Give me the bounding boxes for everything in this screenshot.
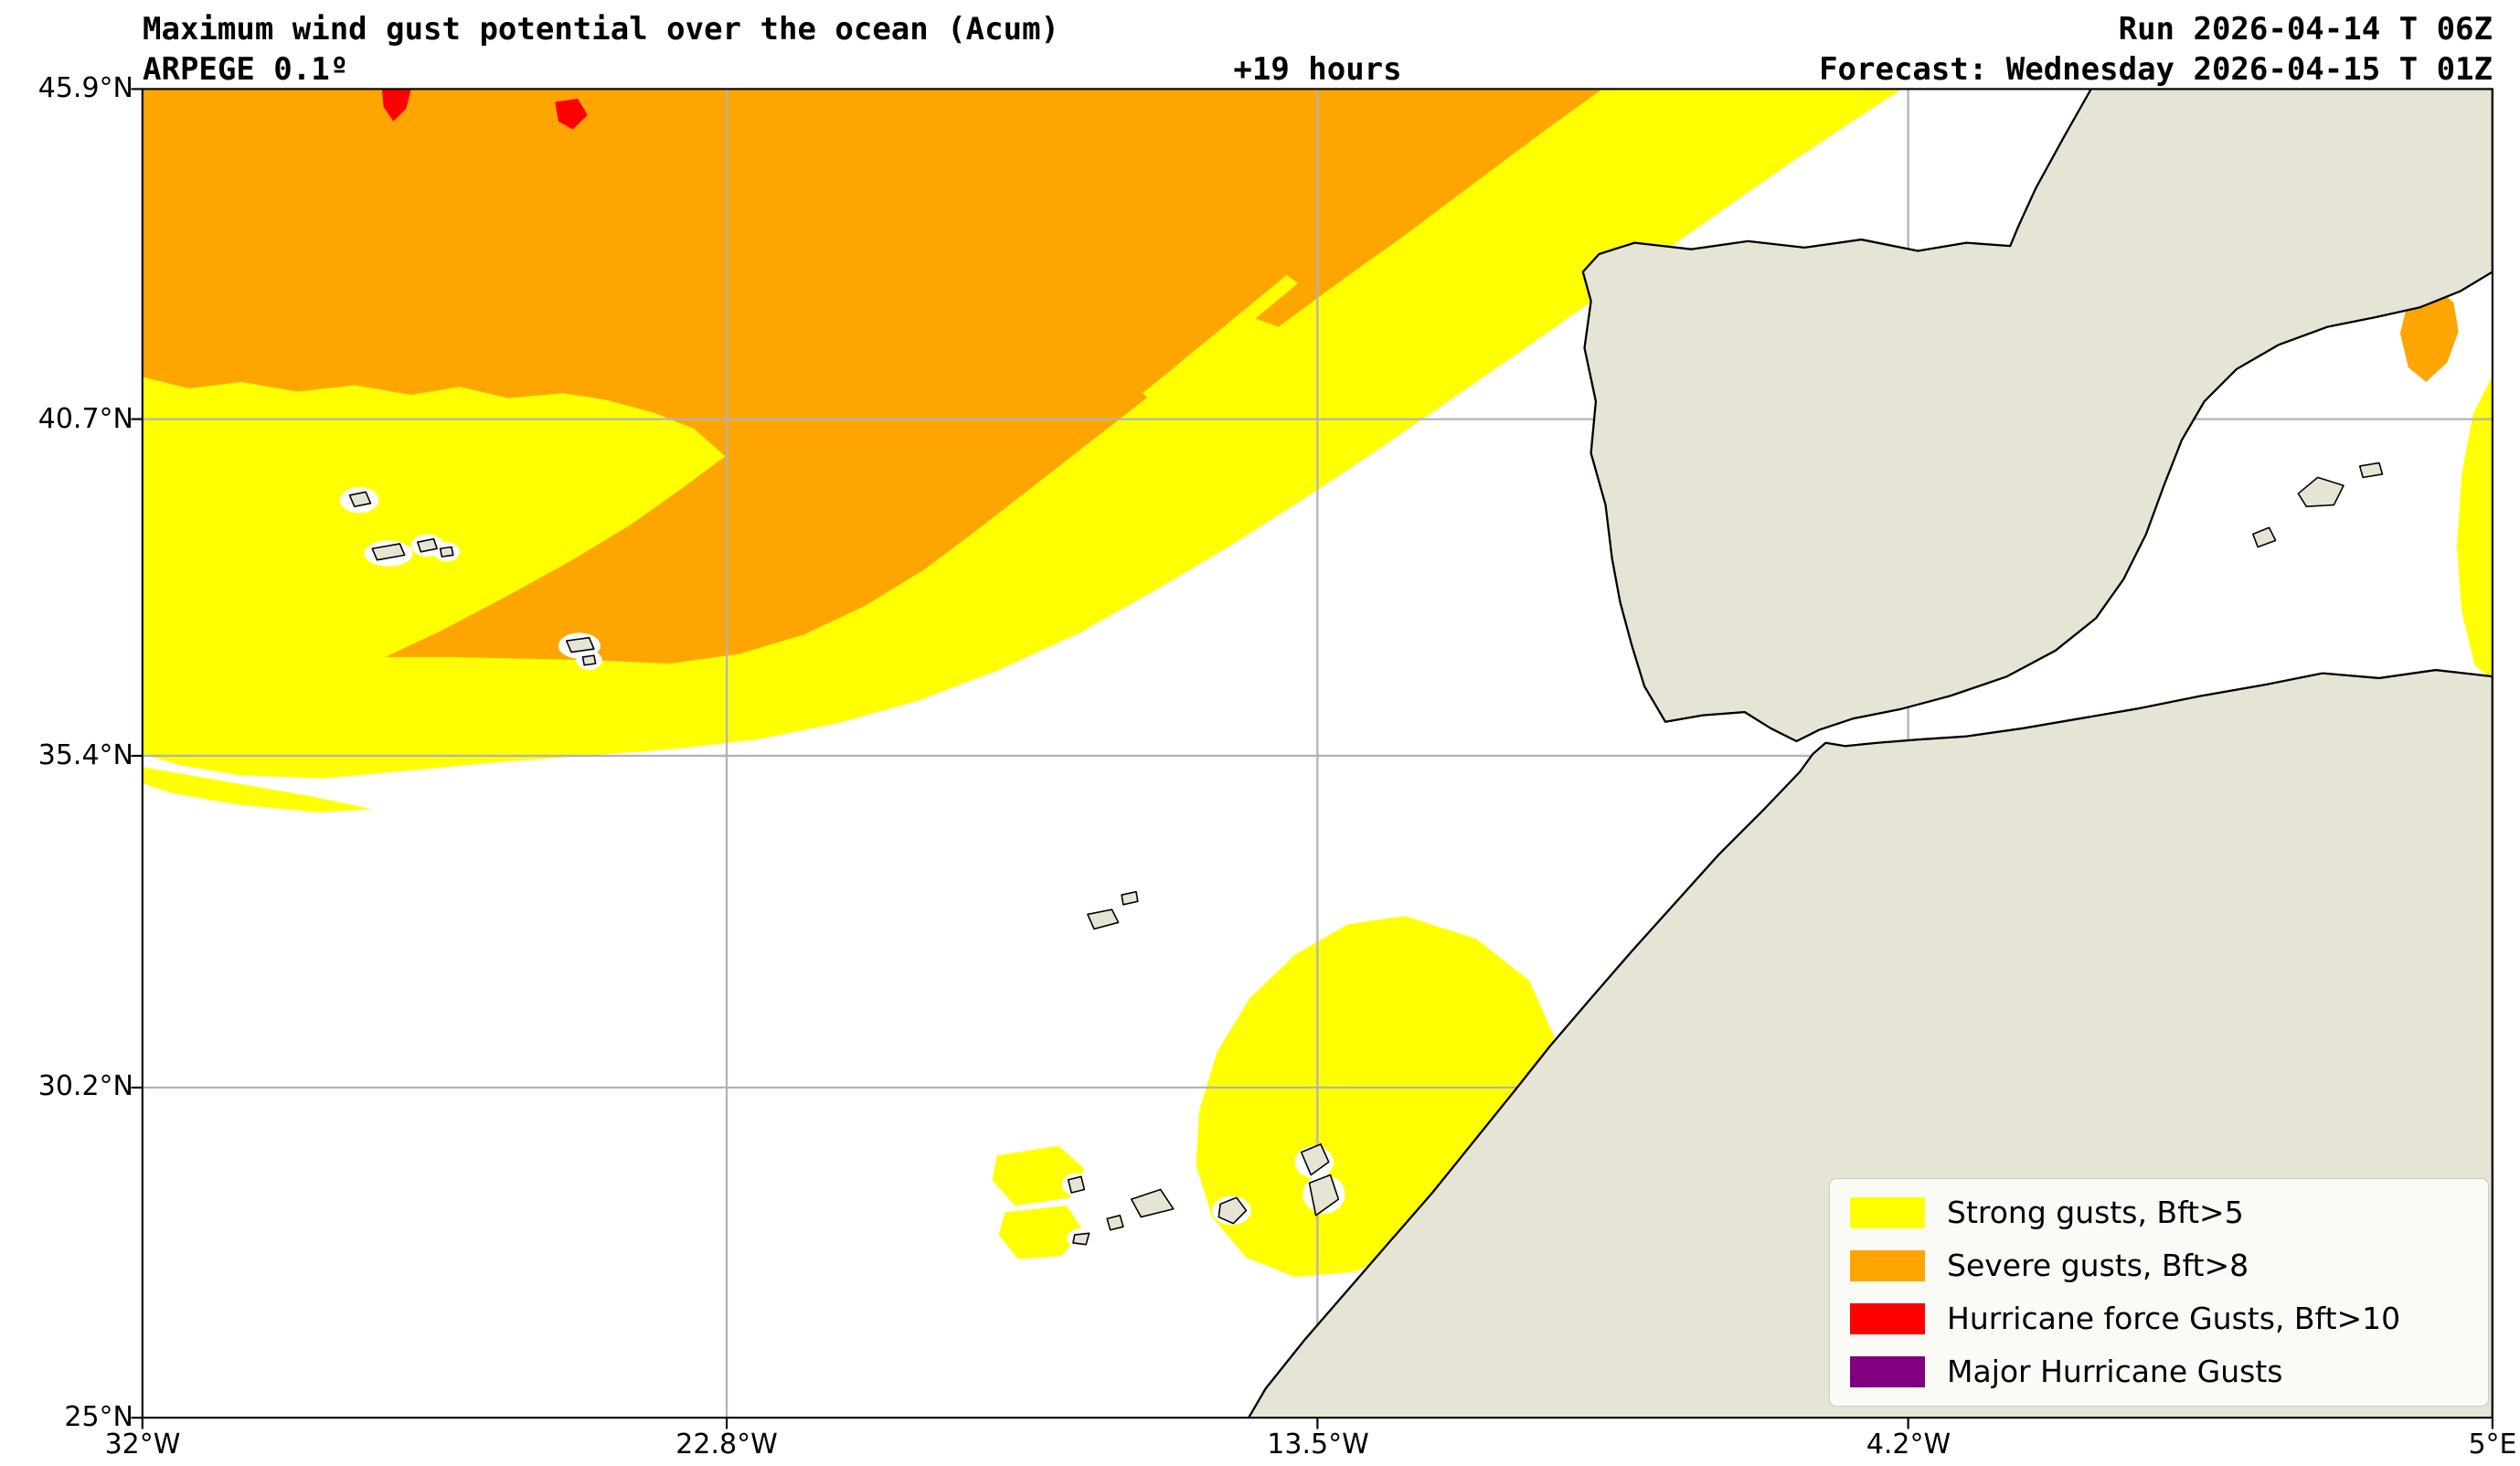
legend-item-strong-gusts: Strong gusts, Bft>5 [1850, 1190, 2468, 1236]
y-tick-40-7N: 40.7°N [37, 403, 133, 435]
plot-area [142, 89, 2493, 1418]
strong-gusts-label: Strong gusts, Bft>5 [1947, 1195, 2244, 1230]
y-tick-35-4N: 35.4°N [37, 739, 133, 771]
legend-item-severe-gusts: Severe gusts, Bft>8 [1850, 1243, 2468, 1289]
x-axis-tick-marks [141, 1418, 2493, 1429]
y-tick-30-2N: 30.2°N [37, 1070, 133, 1102]
x-tick-22-8W: 22.8°W [675, 1429, 778, 1461]
figure-title: Maximum wind gust potential over the oce… [143, 11, 1060, 48]
strong-gust-sliver-in-orange [1143, 275, 1299, 403]
y-axis-tick-marks [131, 88, 143, 1419]
run-label: Run 2026-04-14 T 06Z [2118, 11, 2493, 48]
strong-gust-strip-mediterranean [2456, 375, 2493, 680]
land-iberia-france [1581, 89, 2493, 743]
severe-gust-layer [142, 89, 2459, 664]
x-tick-13-5W: 13.5°W [1267, 1429, 1369, 1461]
hurricane-gust-layer [381, 89, 588, 130]
y-tick-25N: 25°N [64, 1401, 133, 1433]
legend: Strong gusts, Bft>5 Severe gusts, Bft>8 … [1829, 1178, 2489, 1407]
hurricane-gust-spot-2 [555, 99, 588, 130]
forecast-label: Forecast: Wednesday 2026-04-15 T 01Z [1819, 51, 2493, 88]
major-hurricane-gusts-label: Major Hurricane Gusts [1947, 1354, 2283, 1389]
lead-time-label: +19 hours [1233, 51, 1402, 88]
strong-gust-patch-west-canaries-2 [998, 1206, 1083, 1259]
severe-gust-spot-gulf-of-lion [2399, 286, 2459, 382]
major-hurricane-gusts-swatch [1850, 1356, 1925, 1387]
x-tick-5E: 5°E [2468, 1429, 2517, 1461]
hurricane-gust-spot-1 [381, 89, 411, 122]
strong-gusts-swatch [1850, 1197, 1925, 1228]
islands-azores [348, 491, 597, 666]
strong-gust-patch-west-canaries-1 [992, 1145, 1085, 1206]
x-tick-32W: 32°W [104, 1429, 181, 1461]
strong-gust-wisp-southwest [142, 767, 373, 813]
x-tick-4-2W: 4.2°W [1866, 1429, 1951, 1461]
hurricane-gusts-swatch [1850, 1303, 1925, 1334]
islands-madeira [1087, 890, 1139, 930]
legend-item-hurricane-gusts: Hurricane force Gusts, Bft>10 [1850, 1296, 2468, 1342]
severe-gusts-swatch [1850, 1250, 1925, 1281]
model-label: ARPEGE 0.1º [143, 51, 349, 88]
legend-item-major-hurricane-gusts: Major Hurricane Gusts [1850, 1349, 2468, 1395]
severe-gust-region-atlantic [142, 89, 1602, 664]
hurricane-gusts-label: Hurricane force Gusts, Bft>10 [1947, 1301, 2401, 1336]
islands-balearic [2252, 462, 2384, 548]
y-tick-45-9N: 45.9°N [37, 72, 133, 104]
islands-canary [1067, 1143, 1340, 1246]
severe-gusts-label: Severe gusts, Bft>8 [1947, 1248, 2249, 1283]
